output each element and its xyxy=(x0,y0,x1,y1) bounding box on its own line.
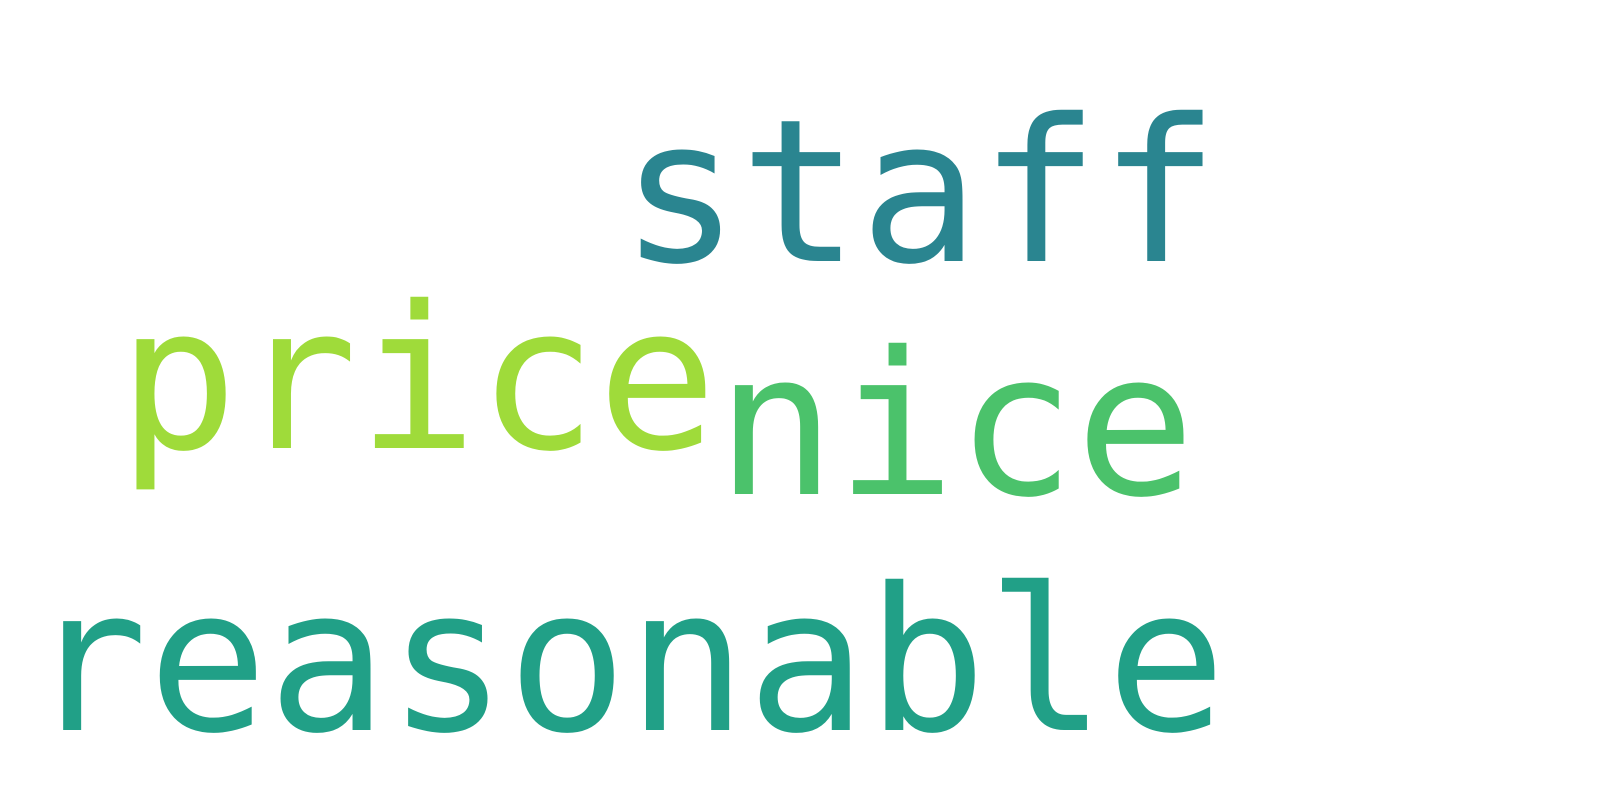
word-price: price xyxy=(118,263,718,495)
word-reasonable: reasonable xyxy=(28,545,1227,777)
word-staff: staff xyxy=(620,76,1220,308)
word-nice: nice xyxy=(716,309,1196,541)
